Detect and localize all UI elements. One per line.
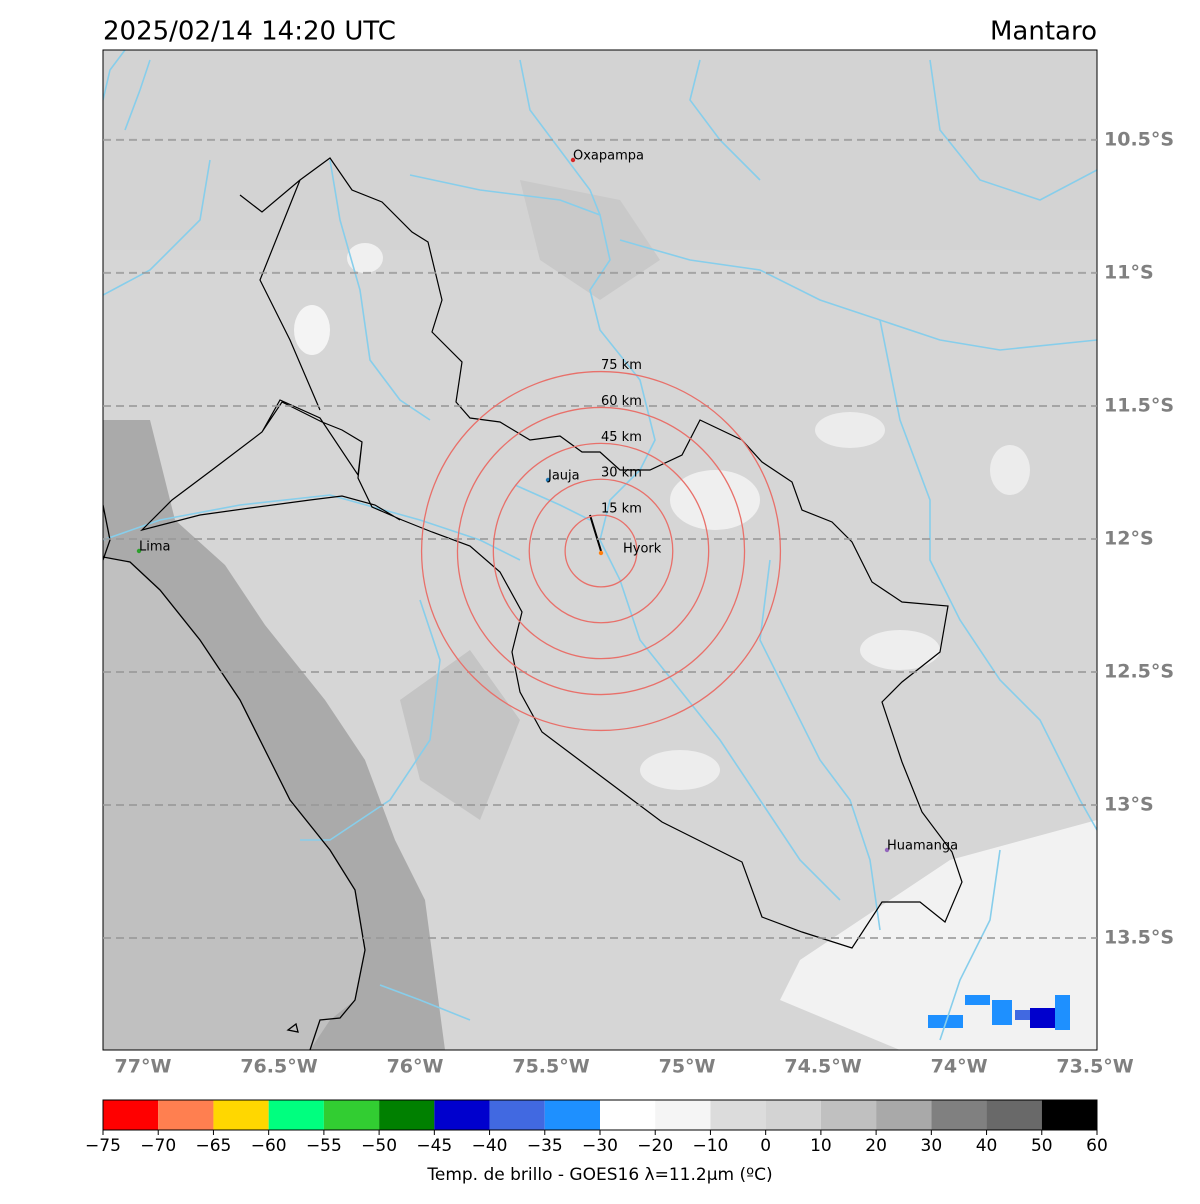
colorbar-tick-label: −75 (85, 1136, 121, 1156)
colorbar-segment (876, 1100, 932, 1130)
colorbar-tick-label: −40 (472, 1136, 508, 1156)
city-label: Lima (139, 540, 170, 555)
colorbar-segment (931, 1100, 987, 1130)
x-tick-label: 75°W (659, 1056, 716, 1078)
y-tick-label: 12°S (1104, 527, 1154, 549)
colorbar-segment (544, 1100, 600, 1130)
city-dot (545, 477, 551, 483)
ring-label: 75 km (601, 358, 642, 373)
colorbar-tick-label: −50 (361, 1136, 397, 1156)
colorbar-segment (986, 1100, 1042, 1130)
city-dot (136, 548, 142, 554)
x-tick-label: 75.5°W (512, 1056, 589, 1078)
colorbar-segment (655, 1100, 711, 1130)
range-ring (528, 478, 674, 624)
range-ring (564, 514, 638, 588)
y-tick-label: 13°S (1104, 793, 1154, 815)
range-ring (492, 442, 710, 660)
city-dot (570, 157, 576, 163)
colorbar-tick-label: −20 (637, 1136, 673, 1156)
colorbar-tick-label: −70 (140, 1136, 176, 1156)
colorbar-tick-label: 30 (921, 1136, 943, 1156)
x-tick-label: 76°W (387, 1056, 444, 1078)
x-tick-label: 76.5°W (240, 1056, 317, 1078)
colorbar-tick-label: −45 (416, 1136, 452, 1156)
x-tick-label: 74.5°W (784, 1056, 861, 1078)
city-label: Huamanga (887, 839, 958, 854)
colorbar-tick-label: 40 (976, 1136, 998, 1156)
range-ring (456, 406, 746, 696)
range-ring (420, 370, 782, 732)
colorbar-segment (379, 1100, 435, 1130)
y-tick-label: 11°S (1104, 261, 1154, 283)
colorbar-tick-label: −35 (527, 1136, 563, 1156)
ring-label: 15 km (601, 502, 642, 517)
colorbar-segment (213, 1100, 269, 1130)
x-tick-label: 74°W (931, 1056, 988, 1078)
colorbar-segment (103, 1100, 159, 1130)
colorbar-segment (600, 1100, 656, 1130)
colorbar-segment (489, 1100, 545, 1130)
colorbar-tick-label: 60 (1086, 1136, 1108, 1156)
colorbar-tick-label: 50 (1031, 1136, 1053, 1156)
colorbar-tick-label: −65 (195, 1136, 231, 1156)
city-label: Hyork (623, 542, 662, 557)
colorbar-tick-label: −30 (582, 1136, 618, 1156)
colorbar-segment (434, 1100, 490, 1130)
location: Mantaro (990, 17, 1097, 47)
x-tick-label: 77°W (115, 1056, 172, 1078)
x-tick-label: 73.5°W (1056, 1056, 1133, 1078)
colorbar-segment (158, 1100, 214, 1130)
ring-label: 45 km (601, 430, 642, 445)
city-dot (884, 847, 890, 853)
colorbar-tick-label: −10 (692, 1136, 728, 1156)
colorbar-segment (765, 1100, 821, 1130)
ring-label: 60 km (601, 394, 642, 409)
colorbar-segment (323, 1100, 380, 1130)
ring-label: 30 km (601, 466, 642, 481)
colorbar-tick-label: 0 (760, 1136, 771, 1156)
y-tick-label: 10.5°S (1104, 128, 1174, 150)
colorbar-tick-label: −55 (306, 1136, 342, 1156)
map-background (103, 50, 1097, 1050)
map-frame (102, 49, 1098, 1051)
y-tick-label: 13.5°S (1104, 927, 1174, 949)
colorbar-segment (1041, 1100, 1097, 1130)
title: 2025/02/14 14:20 UTC (103, 17, 396, 47)
city-label: Oxapampa (573, 149, 644, 164)
colorbar-segment (710, 1100, 766, 1130)
y-tick-label: 11.5°S (1104, 394, 1174, 416)
city-dot (598, 550, 604, 556)
y-tick-label: 12.5°S (1104, 660, 1174, 682)
colorbar-tick-label: 10 (810, 1136, 832, 1156)
colorbar-segment (268, 1100, 324, 1130)
colorbar-tick-label: −60 (251, 1136, 287, 1156)
colorbar-label: Temp. de brillo - GOES16 λ=11.2μm (ºC) (426, 1165, 772, 1185)
colorbar-segment (820, 1100, 877, 1130)
city-label: Jauja (547, 469, 580, 484)
colorbar-tick-label: 20 (865, 1136, 887, 1156)
